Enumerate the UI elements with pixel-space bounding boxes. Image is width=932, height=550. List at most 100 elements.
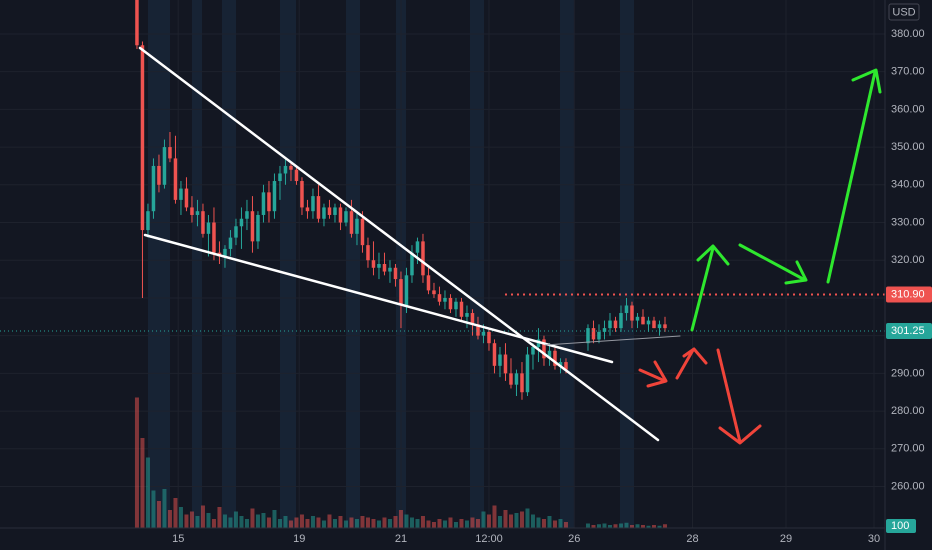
price-axis: 260.00270.00280.00290.00300.00310.00320.…	[172, 28, 932, 545]
volume-bar	[250, 508, 255, 528]
x-tick-label: 30	[868, 533, 880, 545]
candle-body	[173, 158, 178, 200]
volume-bar	[475, 519, 480, 528]
currency-box	[888, 3, 920, 21]
volume-bar	[393, 516, 398, 528]
arrowhead	[851, 68, 882, 94]
candle-body	[316, 196, 321, 219]
x-tick-label: 15	[172, 533, 184, 545]
candle-body	[305, 207, 310, 212]
candle-body	[437, 294, 442, 302]
candle-body	[641, 316, 645, 325]
volume-bar	[646, 525, 651, 528]
volume-bar	[321, 520, 326, 528]
volume-bar	[453, 522, 458, 528]
candle-body	[591, 328, 596, 340]
candle-body	[162, 147, 167, 185]
volume-bar	[398, 510, 403, 528]
candle-body	[663, 324, 667, 329]
volume-bar	[514, 513, 519, 528]
volume-bar	[266, 517, 271, 528]
volume-bar	[272, 510, 277, 528]
volume-bar	[195, 516, 200, 528]
volume-bar	[662, 524, 667, 528]
candle-body	[393, 267, 398, 280]
candle-body	[349, 211, 354, 234]
candle-body	[487, 331, 491, 344]
volume-bar	[508, 514, 513, 528]
candle-body	[272, 181, 277, 212]
y-tick-label: 280.00	[891, 405, 925, 417]
price-label: 301.25	[891, 325, 925, 337]
candle-body	[564, 362, 568, 370]
candle-body	[465, 313, 469, 317]
volume-bar	[167, 510, 172, 528]
candle-body	[399, 279, 403, 306]
y-tick-label: 290.00	[891, 367, 925, 379]
candle-body	[492, 343, 497, 366]
volume-bar	[140, 438, 145, 528]
volume-bar	[613, 524, 618, 528]
candle-body	[239, 218, 244, 227]
volume-bar	[547, 516, 552, 528]
trendline	[143, 233, 614, 364]
session-bands	[148, 0, 634, 528]
y-tick-label: 370.00	[891, 66, 925, 78]
price-label-box	[886, 322, 932, 339]
candle-body	[646, 320, 651, 325]
volume-bar	[552, 520, 557, 528]
y-tick-label: 360.00	[891, 103, 925, 115]
volume-bar	[442, 520, 447, 528]
volume-bar	[596, 524, 601, 528]
volume-bar	[261, 513, 266, 528]
price-label-box	[886, 286, 932, 303]
candle-body	[498, 354, 502, 366]
candle-body	[404, 275, 409, 306]
volume-bar	[624, 522, 629, 528]
candle-body	[630, 305, 634, 321]
candle-body	[459, 301, 464, 317]
candle-body	[300, 181, 304, 208]
candle-body	[657, 324, 662, 329]
candle-body	[267, 192, 271, 212]
volume-bar	[602, 523, 607, 528]
volume-bar	[371, 519, 376, 528]
volume-bar	[541, 519, 546, 528]
candle-body	[135, 0, 139, 46]
volume-bar	[305, 519, 310, 528]
volume-bar	[310, 516, 315, 528]
volume-bar	[332, 519, 337, 528]
volume-bar	[409, 517, 414, 528]
volume-bar	[354, 519, 359, 528]
volume-bar	[376, 520, 381, 528]
candle-body	[212, 222, 216, 253]
volume-bar	[464, 520, 469, 528]
candle-body	[234, 226, 238, 238]
volume-bar	[563, 522, 568, 528]
volume-bar	[657, 525, 662, 528]
candle-body	[454, 301, 458, 310]
candle-body	[311, 196, 315, 212]
candle-body	[333, 207, 337, 215]
volume-bar	[338, 516, 343, 528]
volume-bar	[178, 507, 183, 528]
trendline	[544, 335, 681, 346]
candle-body	[228, 237, 233, 249]
volume-bar	[255, 514, 260, 528]
volume-bar	[184, 514, 189, 528]
volume-label: 100	[891, 520, 909, 532]
arrow	[690, 246, 715, 332]
price-label: 310.90	[891, 288, 925, 300]
candle-body	[476, 324, 480, 336]
candle-body	[613, 320, 618, 329]
volume-bar	[629, 525, 634, 528]
y-tick-label: 330.00	[891, 216, 925, 228]
x-tick-label: 29	[780, 533, 792, 545]
candle-body	[542, 339, 546, 359]
volume-bar	[316, 517, 321, 528]
candle-body	[448, 297, 453, 310]
candle-body	[184, 188, 189, 208]
